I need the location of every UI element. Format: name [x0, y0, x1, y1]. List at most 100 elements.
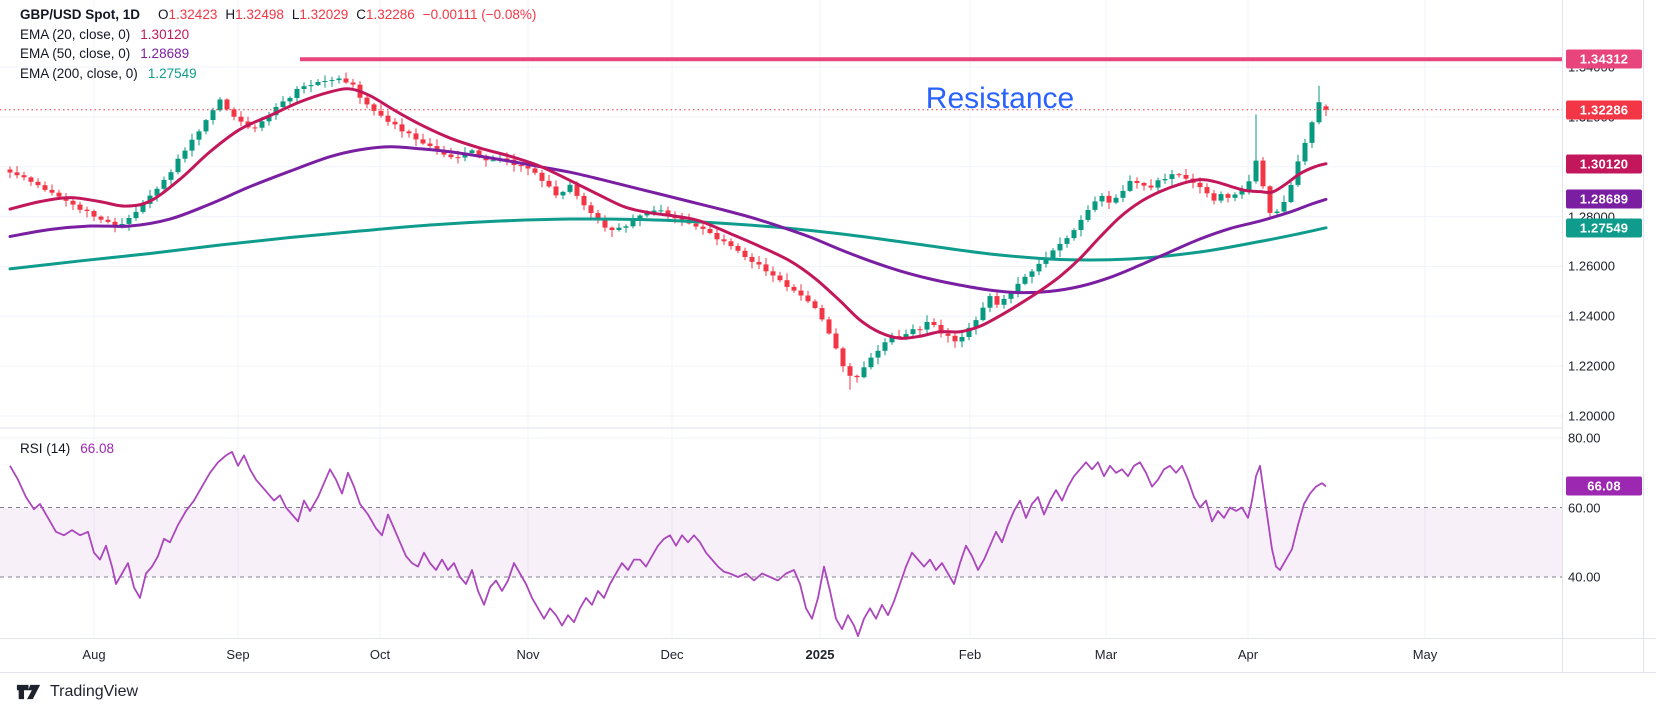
ema20-label: EMA (20, close, 0) — [20, 26, 131, 42]
month-label-2025[interactable]: 2025 — [805, 647, 835, 662]
candle-body — [266, 115, 272, 122]
month-label-may[interactable]: May — [1412, 647, 1438, 662]
candle-body — [427, 143, 433, 146]
month-label-sep[interactable]: Sep — [226, 647, 250, 662]
candle-body — [1092, 201, 1098, 210]
candle-body — [161, 179, 167, 189]
candle-body — [693, 223, 699, 227]
month-label-dec[interactable]: Dec — [660, 647, 684, 662]
rsi-band — [0, 507, 1562, 577]
candle-body — [1183, 175, 1189, 179]
rsi-value: 66.08 — [80, 441, 115, 456]
candle-body — [21, 175, 27, 178]
low-value: 1.32029 — [299, 7, 349, 22]
low-label: L — [291, 7, 300, 22]
ema50-value: 1.28689 — [140, 46, 190, 61]
candle-body — [1022, 276, 1028, 284]
candle-body — [1050, 250, 1056, 258]
candle-body — [1106, 195, 1112, 203]
candle-body — [399, 124, 405, 132]
candle-body — [1323, 106, 1329, 110]
tradingview-brand-text[interactable]: TradingView — [50, 683, 139, 700]
candle-body — [1120, 190, 1126, 198]
candle-body — [588, 205, 594, 213]
candle-body — [651, 210, 657, 213]
candle-body — [728, 241, 734, 247]
candle-body — [910, 329, 916, 335]
month-label-oct[interactable]: Oct — [369, 647, 391, 662]
candle-body — [980, 307, 986, 321]
candle-body — [294, 89, 300, 98]
candle-body — [259, 121, 265, 128]
candle-body — [434, 146, 440, 151]
candle-body — [658, 210, 664, 212]
candle-body — [763, 264, 769, 272]
month-label-aug[interactable]: Aug — [82, 647, 106, 662]
candle-body — [805, 295, 811, 302]
candle-body — [378, 111, 384, 116]
candle-body — [623, 226, 629, 228]
ema50-line[interactable] — [8, 145, 1328, 295]
candle-body — [1113, 197, 1119, 203]
month-label-mar[interactable]: Mar — [1094, 647, 1118, 662]
ema20-legend-row[interactable]: EMA (20, close, 0) 1.30120 — [20, 25, 536, 45]
high-value: 1.32498 — [235, 7, 284, 22]
candle-body — [644, 212, 650, 216]
ema50-legend-row[interactable]: EMA (50, close, 0) 1.28689 — [20, 44, 536, 64]
month-label-apr[interactable]: Apr — [1237, 647, 1259, 662]
tradingview-logo-icon[interactable] — [16, 681, 41, 703]
candle-body — [1043, 258, 1049, 264]
candle-body — [91, 211, 97, 217]
resistance-annotation[interactable]: Resistance — [925, 82, 1075, 115]
rsi-label: RSI (14) — [20, 441, 71, 456]
candle-body — [1281, 202, 1287, 212]
candle-body — [476, 150, 482, 156]
candle-body — [126, 218, 132, 224]
candle-body — [329, 80, 335, 82]
candle-body — [1260, 160, 1266, 187]
candle-body — [546, 180, 552, 187]
candle-body — [854, 375, 860, 378]
candle-body — [966, 327, 972, 337]
candle-body — [931, 322, 937, 325]
candle-body — [791, 286, 797, 291]
candle-body — [917, 329, 923, 331]
candle-body — [1169, 174, 1175, 179]
close-label: C — [356, 7, 366, 22]
ohlc-row[interactable]: GBP/USD Spot, 1D O1.32423 H1.32498 L1.32029… — [20, 5, 536, 25]
candle-body — [1176, 174, 1182, 176]
month-label-feb[interactable]: Feb — [958, 647, 982, 662]
candle-body — [56, 192, 62, 197]
chart-canvas[interactable] — [0, 0, 1656, 672]
candle-body — [14, 172, 20, 176]
candle-body — [1141, 183, 1147, 186]
candle-body — [1274, 211, 1280, 213]
close-value: 1.32286 — [365, 7, 415, 22]
candle-body — [322, 81, 328, 82]
candle-body — [952, 335, 958, 342]
candle-body — [315, 82, 321, 86]
candle-body — [1309, 122, 1315, 143]
candle-body — [1099, 195, 1105, 202]
candle-body — [742, 250, 748, 257]
candle-body — [581, 195, 587, 206]
rsi-line[interactable] — [9, 451, 1327, 637]
ema20-line[interactable] — [8, 87, 1328, 340]
candle-body — [1036, 263, 1042, 272]
price-tick-label: 1.26000 — [1568, 258, 1615, 274]
rsi-legend-row[interactable]: RSI (14) 66.08 — [20, 441, 114, 456]
candle-body — [630, 220, 636, 227]
candle-body — [1029, 271, 1035, 277]
candle-body — [469, 150, 475, 153]
candle-body — [840, 348, 846, 367]
candle-body — [210, 110, 216, 120]
candle-body — [406, 131, 412, 134]
candle-body — [777, 275, 783, 281]
ema200-legend-row[interactable]: EMA (200, close, 0) 1.27549 — [20, 64, 536, 84]
price-tick-label: 1.24000 — [1568, 308, 1615, 324]
month-label-nov[interactable]: Nov — [516, 647, 540, 662]
ema200-line[interactable] — [8, 217, 1328, 271]
candle-body — [973, 320, 979, 328]
candle-body — [301, 86, 307, 89]
